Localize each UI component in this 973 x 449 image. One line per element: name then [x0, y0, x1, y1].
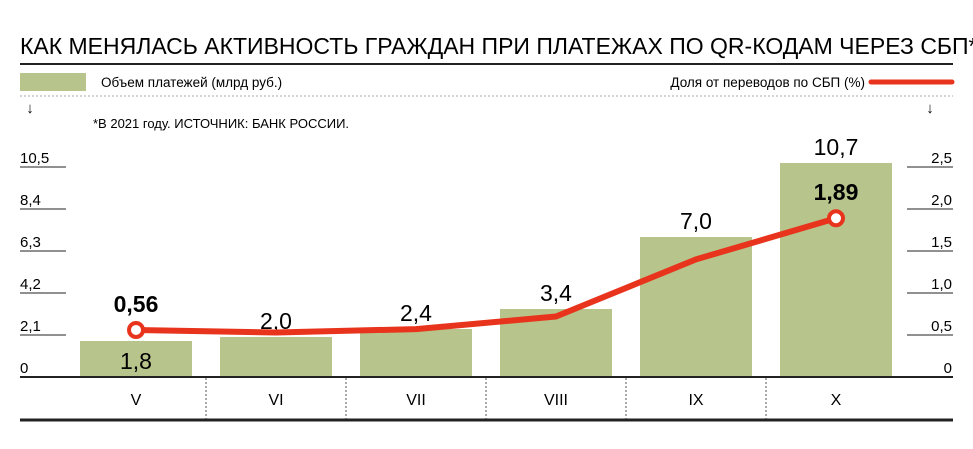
line-point-marker [827, 209, 845, 228]
bar-value-label: 7,0 [680, 208, 712, 234]
right-tick-label: 2,0 [931, 192, 952, 209]
category-label: VI [268, 392, 283, 409]
legend-line-label: Доля от переводов по СБП (%) [670, 75, 865, 90]
bar-VII [360, 329, 472, 377]
category-label: V [131, 392, 142, 409]
bar-series [80, 163, 892, 377]
left-tick-label: 4,2 [20, 276, 41, 293]
right-tick-label: 0,5 [931, 318, 952, 335]
bar-value-label: 3,4 [540, 280, 572, 306]
left-tick-label: 8,4 [20, 192, 41, 209]
category-label: VII [406, 392, 426, 409]
category-axis: V VI VII VIII IX X [131, 378, 842, 419]
bar-VI [220, 337, 332, 377]
line-value-label: 0,56 [114, 291, 159, 317]
left-axis-arrow: ↓ [26, 100, 34, 117]
left-tick-label: 10,5 [20, 150, 49, 167]
bar-V [80, 341, 192, 377]
share-line [133, 215, 839, 336]
legend: Объем платежей (млрд руб.) Доля от перев… [20, 73, 955, 97]
bar-value-label: 1,8 [120, 348, 152, 374]
right-axis-arrow: ↓ [926, 100, 934, 117]
right-axis: 0 0,5 1,0 1,5 2,0 2,5 [907, 150, 953, 378]
left-tick-label: 2,1 [20, 318, 41, 335]
chart-title: КАК МЕНЯЛАСЬ АКТИВНОСТЬ ГРАЖДАН ПРИ ПЛАТ… [20, 33, 973, 59]
line-point-marker [127, 320, 145, 339]
right-tick-label: 2,5 [931, 150, 952, 167]
line-series [127, 209, 845, 339]
left-tick-label: 0 [20, 360, 28, 377]
bar-value-label: 10,7 [814, 134, 859, 160]
bar-value-label: 2,4 [400, 300, 432, 326]
right-tick-label: 1,0 [931, 276, 952, 293]
line-labels: 0,56 1,89 [114, 179, 859, 317]
source-note: *В 2021 году. ИСТОЧНИК: БАНК РОССИИ. [93, 116, 349, 131]
left-axis: 0 2,1 4,2 6,3 8,4 10,5 [20, 150, 66, 378]
category-label: X [831, 392, 842, 409]
right-tick-label: 1,5 [931, 234, 952, 251]
left-tick-label: 6,3 [20, 234, 41, 251]
legend-bar-label: Объем платежей (млрд руб.) [101, 75, 282, 90]
right-tick-label: 0 [944, 360, 952, 377]
legend-bar-swatch [20, 73, 86, 91]
category-label: IX [688, 392, 703, 409]
line-value-label: 1,89 [814, 179, 859, 205]
category-label: VIII [544, 392, 568, 409]
bar-X [780, 163, 892, 377]
